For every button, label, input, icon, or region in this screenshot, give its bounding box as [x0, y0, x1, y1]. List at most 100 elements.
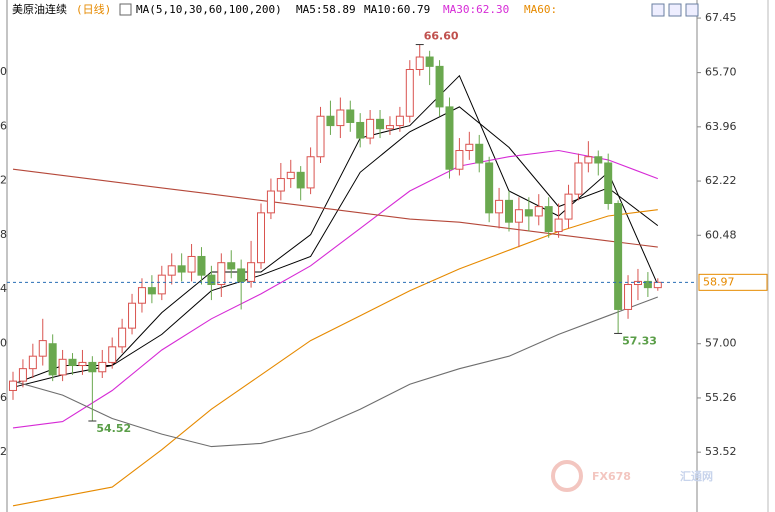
- candle-body: [108, 346, 117, 363]
- y-tick-label: 57.00: [705, 337, 737, 350]
- left-axis-label: 6: [0, 391, 7, 404]
- ma-line: [12, 149, 658, 429]
- candle-body: [584, 156, 593, 164]
- ma-readout: MA5:58.89: [296, 3, 356, 16]
- candle-body: [28, 355, 37, 370]
- candle-body: [376, 118, 385, 130]
- candle-body: [534, 206, 543, 217]
- left-axis-label: 0: [0, 65, 7, 78]
- candle-body: [227, 262, 236, 270]
- candle-body: [445, 106, 454, 170]
- annotation: 54.52: [96, 422, 131, 435]
- candle-body: [425, 56, 434, 67]
- candle-body: [286, 171, 295, 180]
- candle-body: [157, 274, 166, 295]
- candle-body: [653, 281, 662, 289]
- candle-body: [574, 162, 583, 195]
- toolbar-button[interactable]: [685, 3, 699, 17]
- candle-body: [58, 358, 67, 376]
- period: (日线): [76, 2, 111, 16]
- candle-body: [624, 284, 633, 310]
- y-tick-label: 55.26: [705, 391, 737, 404]
- ma-line: [12, 168, 658, 248]
- candle-body: [207, 274, 216, 286]
- candle-body: [544, 206, 553, 233]
- candle-body: [326, 115, 335, 127]
- candle-body: [564, 193, 573, 220]
- candle-body: [167, 265, 176, 276]
- ma-readout: MA60:: [524, 3, 557, 16]
- y-tick-label: 60.48: [705, 228, 737, 241]
- watermark-brand: FX678: [592, 470, 631, 483]
- candle-body: [346, 109, 355, 123]
- candle-body: [643, 280, 652, 289]
- ma-line: [12, 106, 659, 388]
- candle-body: [306, 156, 315, 189]
- candle-body: [187, 255, 196, 273]
- left-axis-label: 6: [0, 119, 7, 132]
- candle-body: [633, 280, 642, 286]
- instrument: 美原油连续: [12, 2, 67, 16]
- candle-body: [147, 287, 156, 295]
- candle-body: [366, 118, 375, 139]
- candle-body: [524, 209, 533, 217]
- candle-body: [336, 109, 345, 127]
- toolbar-button[interactable]: [651, 3, 665, 17]
- y-tick-label: 62.22: [705, 174, 737, 187]
- watermark-logo: [551, 460, 583, 492]
- candle-body: [554, 218, 563, 233]
- candle-body: [18, 368, 27, 382]
- ma-readout: MA30:62.30: [443, 3, 509, 16]
- candle-body: [177, 265, 186, 273]
- candle-body: [435, 65, 444, 108]
- candle-body: [415, 56, 424, 70]
- left-axis-label: 8: [0, 228, 7, 241]
- candle-body: [395, 115, 404, 127]
- candle-body: [276, 178, 285, 192]
- y-tick-label: 63.96: [705, 120, 737, 133]
- candle-body: [594, 156, 603, 164]
- annotation: 66.60: [424, 30, 459, 43]
- candle-body: [38, 340, 47, 357]
- candle-body: [485, 162, 494, 214]
- ma-label: MA(5,10,30,60,100,200): [136, 3, 282, 16]
- candle-body: [296, 171, 305, 189]
- candle-body: [316, 115, 325, 158]
- ma-line: [12, 209, 658, 507]
- last-price-label: 58.97: [703, 275, 735, 288]
- candle-body: [455, 150, 464, 170]
- candle-body: [405, 68, 414, 117]
- ma-line: [12, 296, 658, 448]
- y-tick-label: 65.70: [705, 66, 737, 79]
- candle-body: [9, 380, 17, 391]
- ma-readout: MA10:60.79: [364, 3, 430, 16]
- candle-body: [356, 121, 365, 139]
- candle-body: [475, 143, 484, 164]
- annotation: 57.33: [622, 334, 657, 347]
- candle-body: [128, 302, 137, 329]
- toolbar-button[interactable]: [668, 3, 682, 17]
- candle-body: [88, 361, 97, 373]
- candle-body: [217, 262, 226, 286]
- candle-body: [514, 209, 523, 223]
- left-axis-label: 0: [0, 337, 7, 350]
- candle-body: [614, 202, 623, 310]
- candle-body: [98, 361, 107, 373]
- candle-body: [118, 327, 127, 348]
- candle-body: [257, 212, 265, 264]
- candle-body: [68, 358, 77, 367]
- candle-body: [385, 125, 394, 130]
- candle-body: [48, 343, 57, 376]
- candle-body: [266, 190, 275, 214]
- left-axis-label: 2: [0, 174, 7, 187]
- candle-body: [78, 361, 87, 367]
- left-axis-label: 2: [0, 445, 7, 458]
- ma-icon[interactable]: [119, 3, 132, 16]
- candle-body: [197, 255, 206, 276]
- candle-body: [495, 199, 504, 214]
- candle-body: [247, 262, 256, 282]
- left-axis-label: 4: [0, 282, 7, 295]
- candle-body: [505, 199, 513, 223]
